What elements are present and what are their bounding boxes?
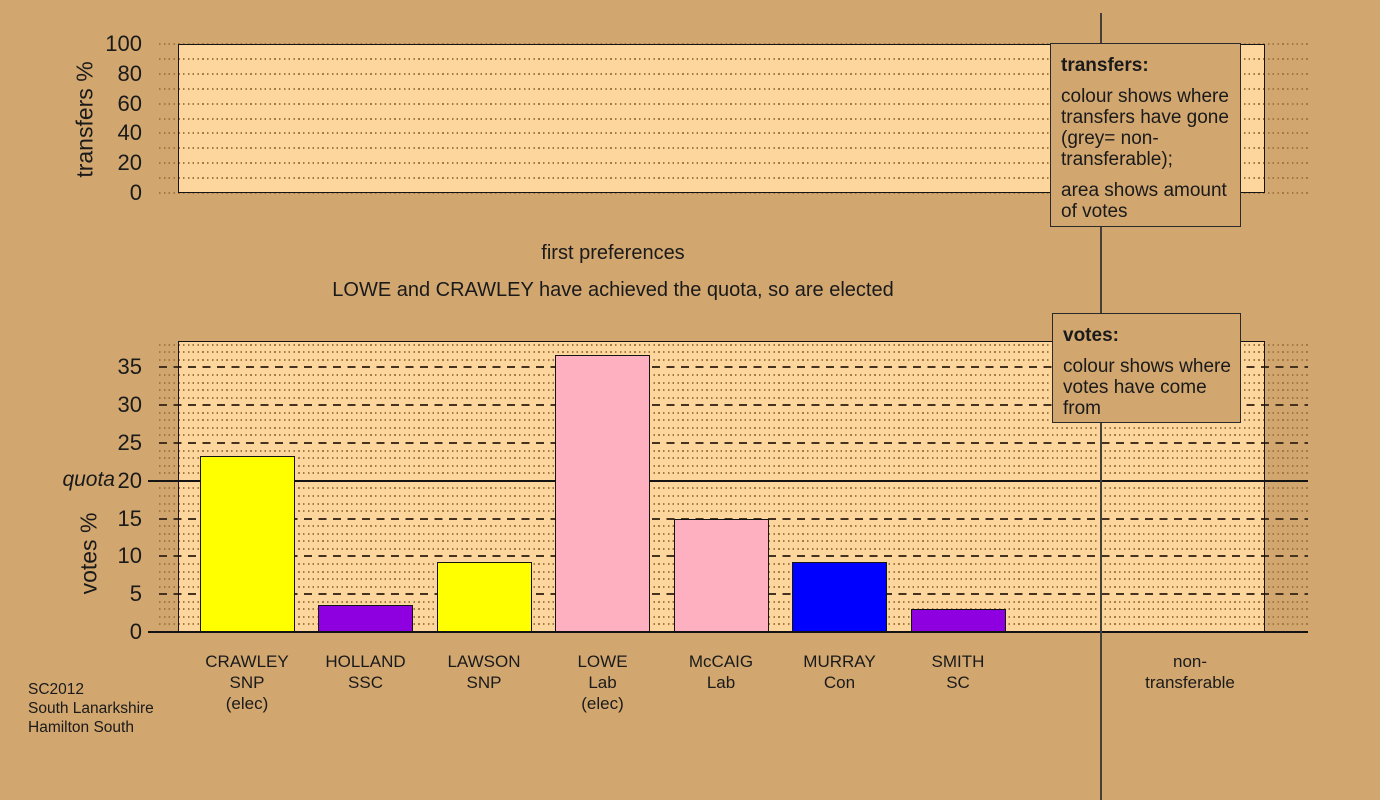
- category-label-LAWSON: LAWSON SNP: [414, 651, 554, 693]
- category-label-line: Lab: [706, 673, 736, 692]
- votes-gridline-35: [159, 366, 1308, 369]
- votes-tick-10: 10: [117, 543, 142, 569]
- transfers-gridline-90: [159, 57, 1308, 60]
- transfers-plot-border: [178, 44, 1265, 193]
- category-label-MURRAY: MURRAY Con: [770, 651, 910, 693]
- transfers-tick-40: 40: [117, 120, 142, 146]
- transfers-legend-box: transfers: colour shows where transfers …: [1050, 43, 1241, 227]
- votes-gridline-22: [159, 464, 1308, 467]
- votes-tick-0: 0: [129, 619, 142, 644]
- caption-code: SC2012: [28, 681, 85, 698]
- category-label-line: McCAIG: [688, 652, 754, 671]
- votes-legend-title: votes:: [1063, 325, 1119, 346]
- votes-gridline-17: [159, 502, 1308, 505]
- category-label-line: SNP: [466, 673, 502, 692]
- votes-tick-15: 15: [117, 505, 142, 531]
- category-label-line: (elec): [581, 694, 624, 713]
- category-label-line: CRAWLEY: [205, 652, 289, 671]
- votes-gridline-15: [159, 517, 1308, 520]
- bar-CRAWLEY: [199, 455, 295, 632]
- transfers-tick-80: 80: [117, 60, 142, 86]
- votes-legend-box: votes: colour shows where votes have com…: [1052, 313, 1241, 423]
- category-label-line: SMITH: [931, 652, 985, 671]
- votes-gridline-36: [159, 358, 1308, 361]
- caption-council: South Lanarkshire: [28, 700, 154, 717]
- votes-gridline-29: [159, 411, 1308, 414]
- category-label-SMITH: SMITH SC: [888, 651, 1028, 693]
- caption-ward: Hamilton South: [28, 719, 134, 736]
- quota-label: quota: [62, 467, 115, 491]
- votes-gridline-25: [159, 442, 1308, 445]
- transfers-gridline-80: [159, 72, 1308, 75]
- category-label-line: (elec): [225, 694, 269, 713]
- non-transferable-label-line: non-: [1172, 652, 1208, 671]
- votes-gridline-37: [159, 351, 1308, 354]
- category-label-line: SNP: [229, 673, 265, 692]
- votes-gridline-21: [159, 472, 1308, 475]
- transfers-legend-title: transfers:: [1061, 55, 1149, 76]
- transfers-gridline-30: [159, 147, 1308, 150]
- bar-LOWE: [555, 355, 650, 632]
- votes-gridline-16: [159, 510, 1308, 513]
- non-transferable-label: non-transferable: [1100, 651, 1280, 693]
- votes-tick-35: 35: [117, 354, 142, 380]
- category-label-LOWE: LOWE Lab (elec): [533, 651, 673, 714]
- votes-tick-20: 20: [117, 467, 142, 493]
- category-label-line: HOLLAND: [325, 652, 406, 671]
- votes-gridline-38: [159, 343, 1308, 346]
- transfers-tick-20: 20: [117, 150, 142, 176]
- category-label-McCAIG: McCAIG Lab: [651, 651, 791, 693]
- election-status-title: LOWE and CRAWLEY have achieved the quota…: [332, 279, 894, 301]
- category-label-line: Lab: [588, 673, 617, 692]
- transfers-tick-100: 100: [105, 31, 142, 56]
- category-label-CRAWLEY: CRAWLEY SNP (elec): [177, 651, 317, 714]
- category-label-line: SC: [946, 673, 970, 692]
- category-label-line: Con: [823, 673, 856, 692]
- transfers-tick-0: 0: [129, 180, 142, 205]
- quota-line: [148, 479, 1308, 483]
- transfers-gridline-40: [159, 132, 1308, 135]
- votes-gridline-24: [159, 449, 1308, 452]
- transfers-gridline-0: [159, 192, 1308, 194]
- votes-gridline-18: [159, 494, 1308, 497]
- votes-gridline-23: [159, 457, 1308, 460]
- votes-gridline-33: [159, 381, 1308, 384]
- stage-title: first preferences: [541, 242, 685, 264]
- votes-legend-text-1: colour shows where votes have come from: [1063, 356, 1231, 419]
- category-label-line: LOWE: [577, 652, 628, 671]
- bar-LAWSON: [436, 562, 532, 632]
- votes-gridline-19: [159, 487, 1308, 490]
- transfers-legend-text-2: area shows amount of votes: [1061, 180, 1227, 222]
- transfers-gridline-10: [159, 177, 1308, 180]
- votes-tick-30: 30: [117, 392, 142, 418]
- votes-x-axis-line: [148, 630, 1308, 634]
- transfers-gridline-60: [159, 102, 1308, 105]
- votes-gridline-30: [159, 404, 1308, 407]
- votes-gridline-27: [159, 426, 1308, 429]
- votes-plot-border: [178, 341, 1265, 632]
- votes-gridline-26: [159, 434, 1308, 437]
- category-label-line: SSC: [348, 673, 383, 692]
- non-transferable-label-line: transferable: [1145, 673, 1235, 692]
- votes-gridline-32: [159, 389, 1308, 392]
- transfers-tick-60: 60: [117, 90, 142, 116]
- category-label-line: LAWSON: [447, 652, 521, 671]
- transfers-gridline-70: [159, 87, 1308, 90]
- transfers-legend-text-1: colour shows where transfers have gone (…: [1061, 86, 1229, 170]
- votes-gridline-34: [159, 374, 1308, 376]
- votes-tick-25: 25: [117, 430, 142, 456]
- votes-tick-5: 5: [129, 581, 142, 607]
- category-label-line: MURRAY: [803, 652, 876, 671]
- category-label-HOLLAND: HOLLAND SSC: [296, 651, 436, 693]
- transfers-gridline-50: [159, 117, 1308, 120]
- votes-gridline-31: [159, 396, 1308, 399]
- bar-McCAIG: [673, 519, 769, 632]
- transfers-gridline-20: [159, 162, 1308, 165]
- votes-gridline-28: [159, 419, 1308, 422]
- election-caption: SC2012 South Lanarkshire Hamilton South: [28, 680, 154, 737]
